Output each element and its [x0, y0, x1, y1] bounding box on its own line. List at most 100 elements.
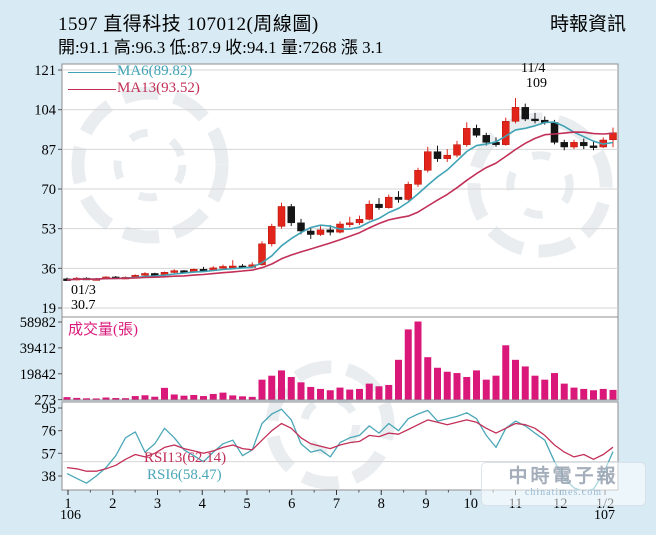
- rsi-lines: [62, 408, 618, 490]
- low-marker-value: 30.7: [71, 298, 96, 313]
- candle-up: [511, 107, 520, 122]
- axis-tick-label: 57: [42, 446, 57, 462]
- candle-down: [151, 273, 159, 276]
- watermark-ring-inner: [299, 394, 361, 456]
- volume-bar: [63, 397, 71, 400]
- volume-bar: [278, 370, 285, 400]
- rsi6-label: RSI6(58.47): [147, 467, 222, 483]
- volume-bar: [473, 370, 480, 400]
- volume-bar: [180, 395, 188, 400]
- axis-tick-label: 7: [333, 496, 340, 512]
- volume-bar: [560, 383, 568, 400]
- volume-bar: [102, 397, 110, 400]
- volume-y-labels: 58982 39412 19842 273: [20, 315, 62, 409]
- axis-tick-label: 121: [34, 63, 56, 79]
- ma-lines: [66, 121, 614, 281]
- axis-tick-label: 9: [422, 496, 429, 512]
- candle-up: [443, 154, 451, 159]
- volume-bar: [229, 395, 237, 400]
- candle-up: [141, 273, 149, 276]
- axis-tick-label: 39412: [20, 341, 56, 357]
- volume-bar: [482, 379, 490, 400]
- candle-up: [365, 203, 373, 220]
- axis-tick-label: 53: [42, 222, 57, 238]
- volume-bar: [365, 383, 373, 400]
- axis-tick-label: 3: [154, 496, 161, 512]
- volume-bar: [434, 367, 441, 400]
- volume-bar: [317, 388, 324, 400]
- high-marker-value: 109: [526, 76, 547, 91]
- ma6-label: MA6(89.82): [117, 63, 193, 79]
- candle-up: [404, 184, 412, 200]
- volume-bar: [512, 359, 519, 400]
- volume-bar: [83, 398, 90, 400]
- candle-up: [268, 226, 276, 245]
- volume-bar: [609, 389, 617, 400]
- volume-bar: [375, 386, 383, 400]
- axis-tick-label: 19842: [20, 367, 56, 383]
- volume-bar: [287, 377, 295, 400]
- year-label-right: 107: [594, 508, 615, 523]
- watermark-box: 中時電子報 chinatimes.com: [481, 462, 646, 506]
- volume-bar: [248, 396, 256, 400]
- axis-tick-label: 8: [378, 496, 385, 512]
- watermark-ring: [71, 86, 229, 244]
- chart-title: 1597 直得科技 107012(周線圖): [58, 14, 319, 35]
- volume-bar: [200, 396, 207, 400]
- low-marker-date: 01/3: [71, 283, 96, 298]
- watermark-ring: [467, 112, 613, 258]
- volume-bar: [580, 388, 588, 400]
- candle-down: [550, 122, 559, 143]
- volume-bar: [531, 375, 539, 400]
- high-marker-date: 11/4: [521, 61, 546, 76]
- rsi13-line: [66, 419, 614, 472]
- watermark-url: chinatimes.com: [524, 487, 603, 498]
- candle-down: [287, 206, 295, 224]
- price-y-labels: 121 104 87 70 53 36 19: [34, 63, 62, 317]
- volume-bar: [297, 382, 305, 400]
- candle-up: [219, 266, 227, 269]
- volume-bar: [161, 387, 168, 400]
- axis-tick-label: 70: [42, 182, 57, 198]
- rsi-y-labels: 95 76 57 38: [42, 401, 62, 485]
- ohlc-summary: 開:91.1 高:96.3 低:87.9 收:94.1 量:7268 漲 3.1: [58, 38, 384, 57]
- candle-up: [414, 170, 422, 185]
- source-label: 時報資訊: [549, 14, 626, 35]
- ma13-legend-line: [68, 89, 116, 90]
- candle-down: [307, 230, 315, 235]
- candle-up: [316, 229, 325, 235]
- candle-up: [170, 270, 178, 273]
- axis-tick-label: 2: [109, 496, 116, 512]
- volume-bar: [131, 396, 139, 400]
- candle-up: [609, 132, 617, 141]
- candle-down: [560, 142, 568, 148]
- axis-tick-label: 95: [42, 401, 57, 417]
- candle-up: [346, 222, 354, 225]
- volume-bar: [326, 390, 334, 400]
- ma6-legend-line: [68, 72, 116, 73]
- volume-bar: [112, 398, 120, 400]
- axis-tick-label: 1: [64, 496, 71, 512]
- watermark-ring-inner: [113, 128, 187, 202]
- candle-up: [502, 121, 510, 145]
- volume-bar: [395, 359, 402, 400]
- candle-down: [521, 107, 529, 120]
- candle-up: [229, 265, 237, 269]
- candle-up: [355, 219, 364, 224]
- axis-tick-label: 6: [288, 496, 295, 512]
- axis-tick-label: 38: [42, 469, 57, 485]
- rsi13-label: RSI13(62.14): [144, 450, 227, 466]
- volume-bar: [414, 321, 422, 400]
- candle-up: [385, 196, 393, 208]
- axis-tick-label: 87: [42, 142, 57, 158]
- volume-bar: [570, 387, 578, 400]
- candle-down: [482, 135, 490, 143]
- volume-bar: [209, 393, 217, 400]
- volume-bar: [219, 392, 227, 400]
- volume-bar: [463, 377, 471, 400]
- candle-down: [472, 128, 481, 136]
- volume-bar: [541, 379, 549, 400]
- candle-down: [433, 151, 442, 159]
- candle-down: [394, 196, 403, 200]
